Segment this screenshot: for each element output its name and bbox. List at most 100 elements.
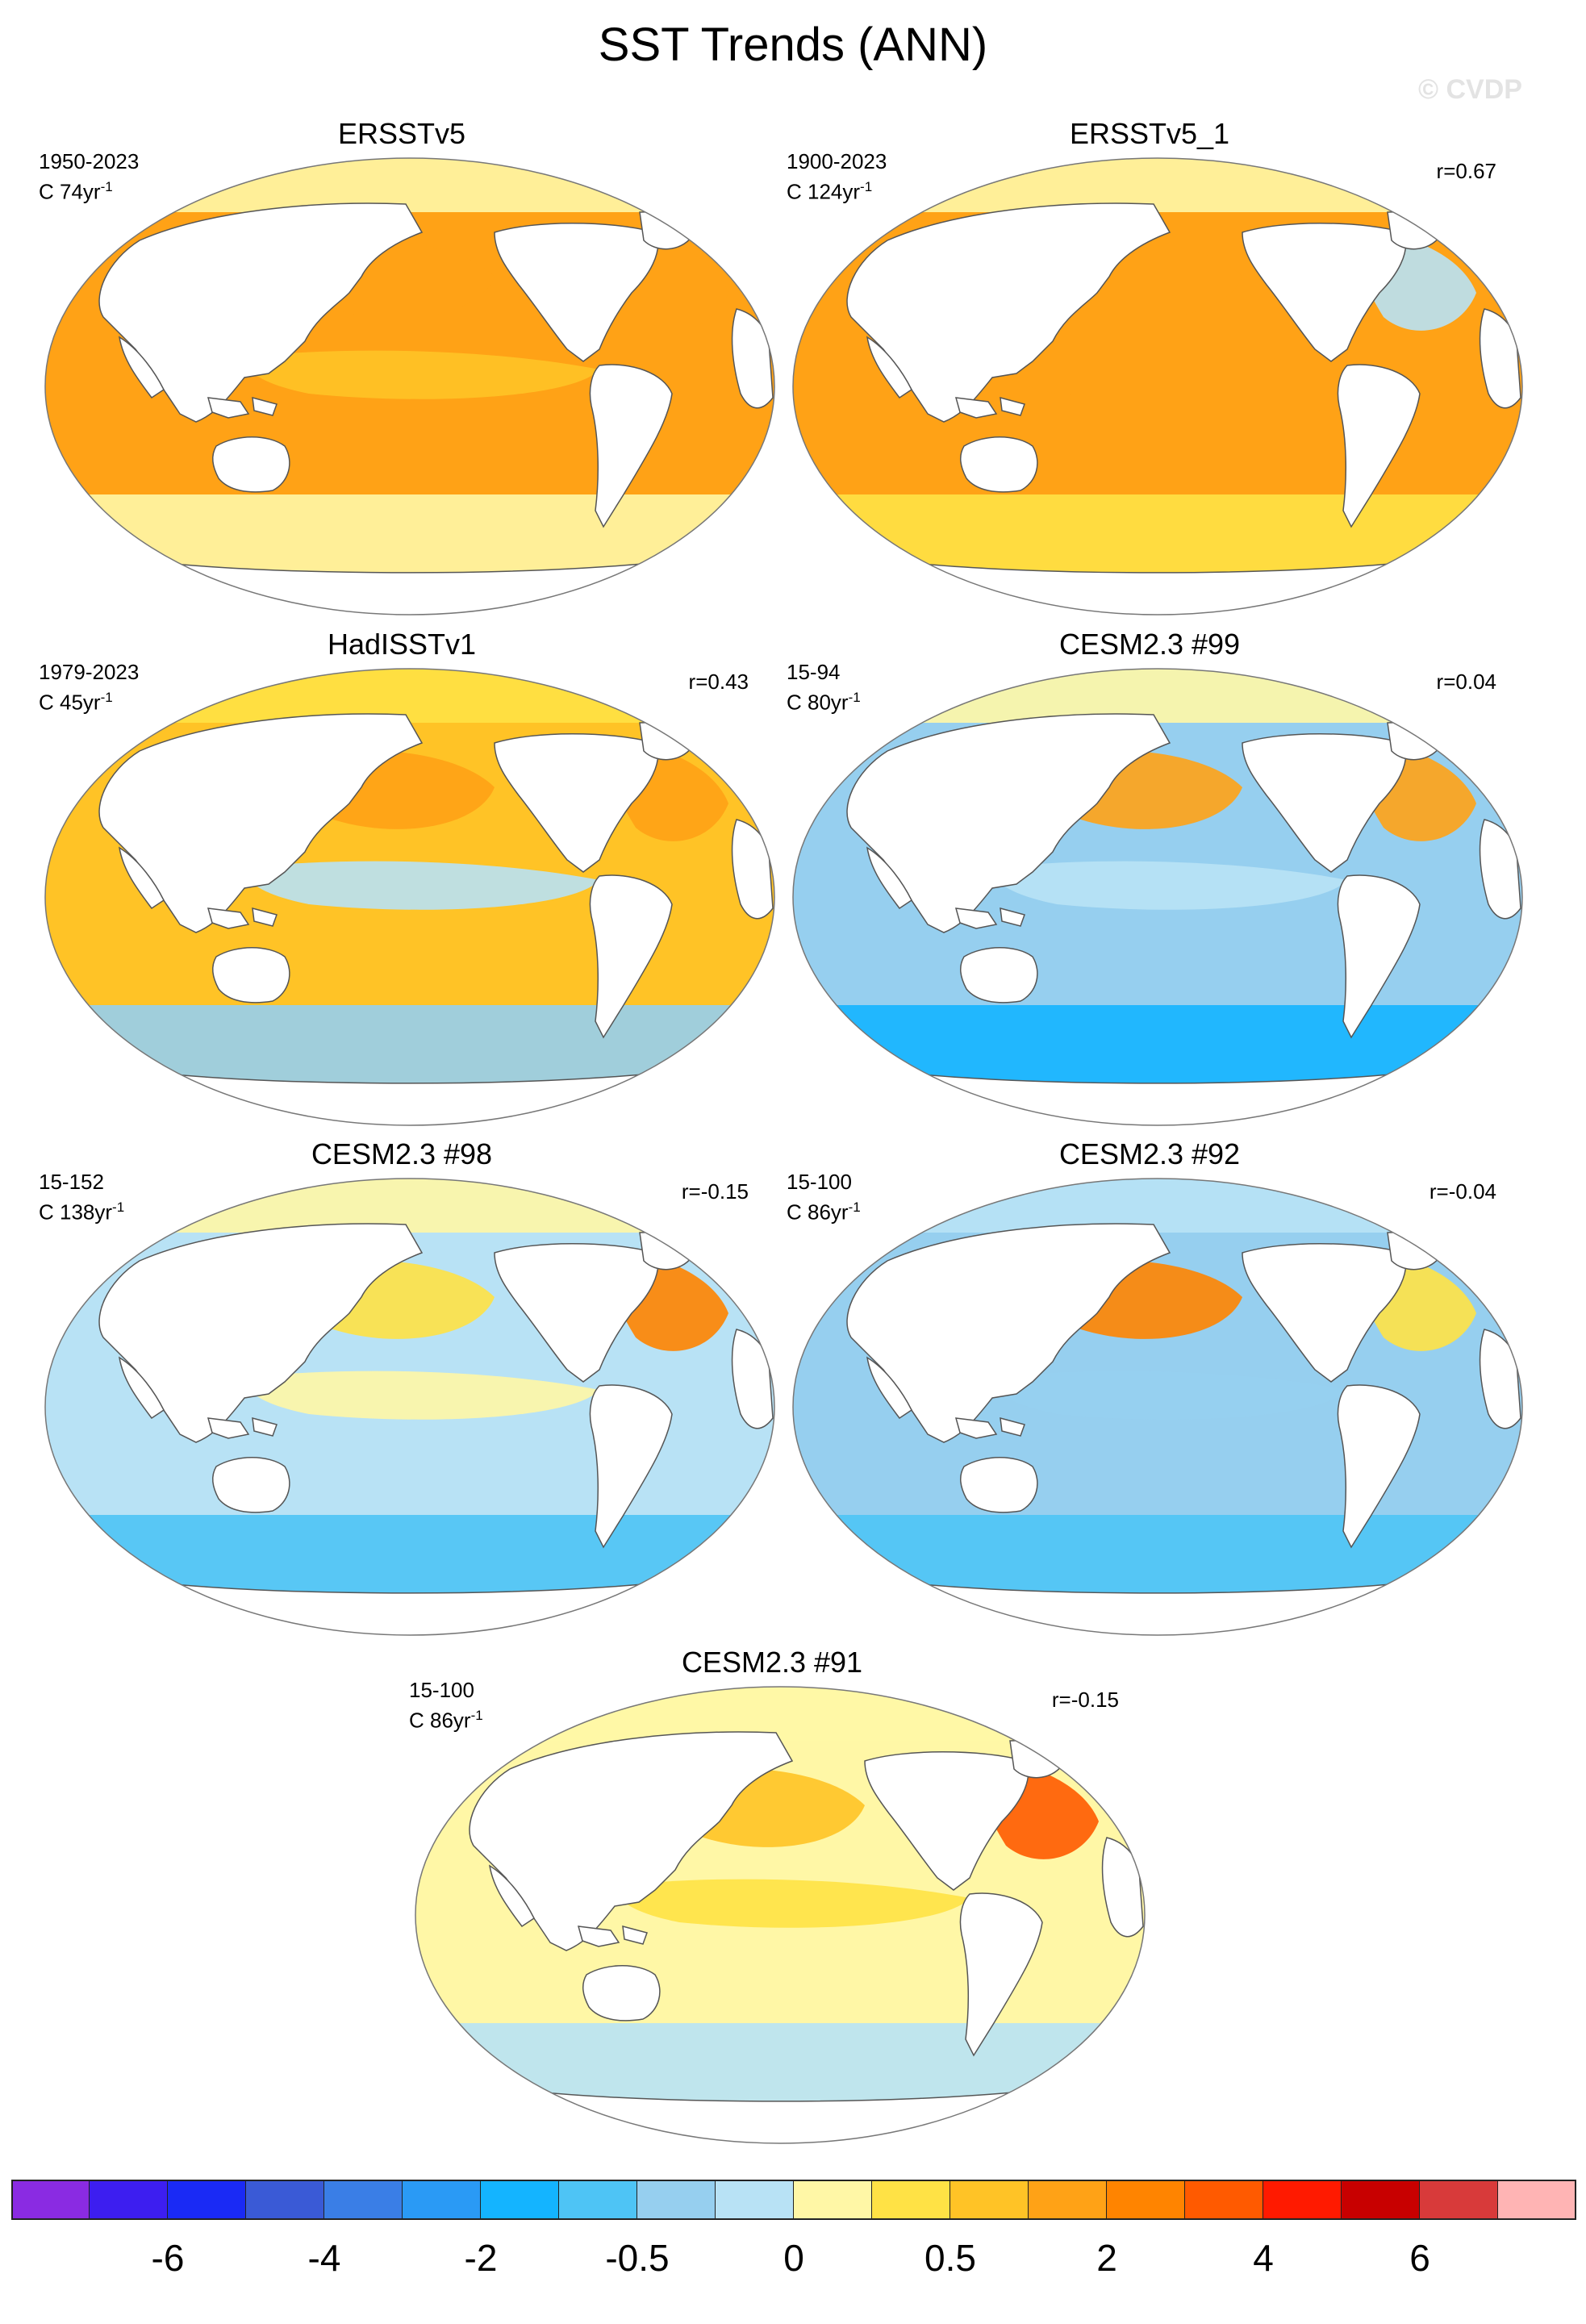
panel-title: ERSSTv5_1	[1069, 117, 1230, 150]
south-america-land	[589, 364, 673, 528]
panel-period: 15-94	[787, 660, 841, 684]
southern-ocean-region	[45, 1515, 774, 1596]
map-panel: ERSSTv5_1 1900-2023 C 124yr-1 r=0.67	[787, 117, 1523, 617]
colorbar-swatch	[1498, 2180, 1576, 2220]
southern-ocean-region	[45, 1005, 774, 1086]
panel-units: C 80yr-1	[787, 690, 861, 715]
north-america-land	[494, 733, 659, 873]
map-outline	[792, 668, 1523, 1126]
panel-correlation: r=0.67	[1436, 159, 1496, 183]
panel-period: 1979-2023	[39, 660, 140, 684]
map-outline	[44, 668, 775, 1126]
sst-trend-map	[415, 1686, 1146, 2144]
map-panel: ERSSTv5 1950-2023 C 74yr-1	[39, 117, 775, 617]
tropical-pacific-region	[244, 861, 599, 910]
southern-ocean-region	[793, 1515, 1522, 1596]
arctic-region	[871, 1179, 1444, 1233]
map-outline	[792, 1178, 1523, 1636]
south-america-land	[1337, 364, 1421, 528]
map-outline	[44, 1178, 775, 1636]
panel-units-exponent: -1	[100, 690, 113, 705]
arctic-region	[123, 1179, 696, 1233]
maritime-land	[207, 396, 278, 419]
arctic-region	[494, 1687, 1066, 1741]
tropical-pacific-region	[244, 1371, 599, 1420]
colorbar-swatch	[403, 2180, 481, 2220]
maritime-land	[207, 907, 278, 929]
australia-land	[212, 436, 290, 493]
panel-title: CESM2.3 #98	[311, 1137, 493, 1170]
maritime-land	[207, 1417, 278, 1439]
south-america-land	[589, 874, 673, 1039]
panel-period: 1900-2023	[787, 149, 887, 173]
colorbar-tick-label: 0	[783, 2237, 804, 2279]
panel-correlation: r=-0.15	[681, 1179, 749, 1204]
colorbar-swatch	[1185, 2180, 1263, 2220]
panel-title: CESM2.3 #91	[681, 1646, 863, 1679]
map-outline	[792, 157, 1523, 615]
maritime-land	[954, 396, 1025, 419]
australia-land	[960, 436, 1038, 493]
sst-trend-map	[44, 1178, 775, 1636]
tropical-pacific-region	[992, 1371, 1347, 1420]
greenland-land	[1387, 722, 1442, 761]
colorbar-tick-label: -2	[464, 2237, 498, 2279]
panel-period: 15-152	[39, 1170, 104, 1194]
panel-units: C 86yr-1	[409, 1708, 483, 1733]
map-panel: CESM2.3 #99 15-94 C 80yr-1 r=0.04	[787, 628, 1523, 1128]
panel-correlation: r=0.43	[688, 670, 749, 694]
greenland-land	[639, 722, 694, 761]
colorbar-swatch	[1107, 2180, 1185, 2220]
colorbar-swatch	[324, 2180, 403, 2220]
panel-title: CESM2.3 #92	[1058, 1137, 1241, 1170]
panel-period: 15-100	[409, 1678, 474, 1702]
page-title: SST Trends (ANN)	[598, 19, 988, 71]
colorbar-swatch	[559, 2180, 637, 2220]
tropical-pacific-region	[992, 861, 1347, 910]
maritime-land	[954, 1417, 1025, 1439]
panel-title: HadISSTv1	[327, 628, 477, 661]
panel-units: C 138yr-1	[39, 1200, 125, 1225]
north-america-land	[1242, 1243, 1407, 1383]
map-panel: CESM2.3 #92 15-100 C 86yr-1 r=-0.04	[787, 1137, 1523, 1638]
map-panel: HadISSTv1 1979-2023 C 45yr-1 r=0.43	[39, 628, 775, 1128]
australia-land	[960, 947, 1038, 1003]
asia-land	[846, 713, 1171, 933]
colorbar-tick-label: -0.5	[605, 2237, 670, 2279]
tropical-pacific-region	[615, 1879, 970, 1928]
colorbar-tick-label: 6	[1409, 2237, 1430, 2279]
panel-correlation: r=-0.04	[1429, 1179, 1496, 1204]
panel-units-exponent: -1	[848, 1200, 861, 1215]
map-panel: CESM2.3 #98 15-152 C 138yr-1 r=-0.15	[39, 1137, 775, 1638]
colorbar-swatch	[794, 2180, 872, 2220]
greenland-land	[639, 1232, 694, 1270]
colorbar-swatch	[950, 2180, 1029, 2220]
asia-land	[846, 1223, 1171, 1443]
colorbar-swatch	[716, 2180, 794, 2220]
colorbar-tick-label: 2	[1096, 2237, 1117, 2279]
south-america-land	[959, 1892, 1043, 2057]
north-america-land	[494, 223, 659, 362]
north-america-land	[1242, 733, 1407, 873]
greenland-land	[639, 211, 694, 250]
sst-trend-map	[44, 157, 775, 615]
watermark: © CVDP	[1418, 74, 1522, 105]
asia-land	[98, 1223, 424, 1443]
india-land	[118, 1356, 165, 1420]
south-america-land	[589, 1384, 673, 1549]
tropical-pacific-region	[244, 350, 599, 399]
south-america-land	[1337, 1384, 1421, 1549]
sst-trend-map	[792, 1178, 1523, 1636]
panel-units-exponent: -1	[848, 690, 861, 705]
india-land	[118, 846, 165, 910]
arctic-region	[871, 669, 1444, 723]
greenland-land	[1009, 1740, 1064, 1779]
india-land	[866, 1356, 912, 1420]
panel-units: C 124yr-1	[787, 179, 873, 204]
map-outline	[44, 157, 775, 615]
india-land	[866, 846, 912, 910]
asia-land	[846, 202, 1171, 423]
colorbar-swatch	[1029, 2180, 1107, 2220]
colorbar-swatch	[1342, 2180, 1420, 2220]
panel-correlation: r=-0.15	[1051, 1688, 1119, 1712]
